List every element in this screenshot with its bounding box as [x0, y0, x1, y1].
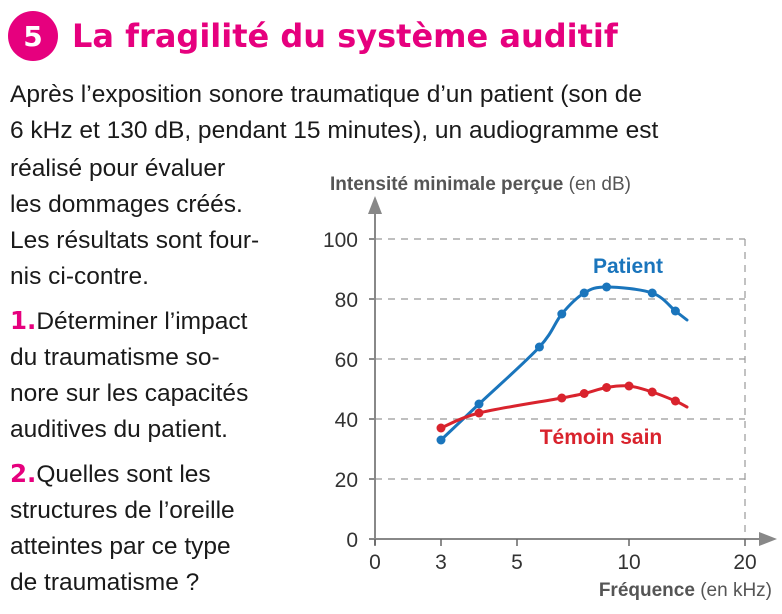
data-point: [579, 288, 589, 298]
data-point: [474, 408, 484, 418]
y-tick-label: 100: [323, 229, 358, 252]
text-line: les dommages créés.: [10, 191, 243, 218]
text-line: réalisé pour évaluer: [10, 155, 226, 182]
data-point: [436, 435, 446, 445]
question-2-number: 2.: [10, 459, 37, 488]
exercise-title: La fragilité du système auditif: [72, 17, 618, 55]
text-line: atteintes par ce type: [10, 533, 231, 560]
intro-line-2: 6 kHz et 130 dB, pendant 15 minutes), un…: [10, 117, 659, 144]
x-tick-label: 20: [733, 551, 756, 574]
text-line: du traumatisme so-: [10, 344, 220, 371]
text-line: nis ci-contre.: [10, 263, 149, 290]
data-point: [670, 396, 680, 406]
text-line: Déterminer l’impact: [36, 308, 248, 335]
intro-paragraph: Après l’exposition sonore traumatique d’…: [10, 77, 780, 149]
x-axis-arrow: [759, 532, 777, 546]
context-text: réalisé pour évaluer les dommages créés.…: [10, 151, 300, 295]
y-tick-label: 40: [335, 409, 358, 432]
data-point: [557, 393, 567, 403]
data-point: [647, 387, 657, 397]
x-tick-label: 0: [369, 551, 381, 574]
data-point: [436, 423, 446, 433]
text-line: nore sur les capacités: [10, 380, 249, 407]
data-point: [474, 399, 484, 409]
question-1: 1.Déterminer l’impact du traumatisme so-…: [10, 303, 300, 448]
y-axis-arrow: [368, 196, 382, 214]
y-tick-label: 20: [335, 469, 358, 492]
y-tick-label: 80: [335, 289, 358, 312]
question-1-number: 1.: [10, 306, 37, 335]
text-line: de traumatisme ?: [10, 569, 200, 596]
y-tick-label: 60: [335, 349, 358, 372]
x-tick-label: 10: [617, 551, 640, 574]
x-axis-label: Fréquence (en kHz): [599, 580, 772, 601]
text-line: structures de l’oreille: [10, 497, 235, 524]
y-axis-label: Intensité minimale perçue (en dB): [330, 174, 631, 195]
x-axis-unit: (en kHz): [700, 580, 772, 601]
text-column: réalisé pour évaluer les dommages créés.…: [10, 151, 300, 601]
exercise-number-badge: 5: [8, 11, 58, 61]
data-point: [534, 342, 544, 352]
data-point: [647, 288, 657, 298]
text-line: Les résultats sont four-: [10, 227, 260, 254]
data-point: [602, 282, 612, 292]
data-point: [624, 381, 634, 391]
series-label: Témoin sain: [540, 426, 663, 449]
x-tick-label: 3: [435, 551, 447, 574]
data-point: [670, 306, 680, 316]
text-line: auditives du patient.: [10, 416, 228, 443]
y-tick-label: 0: [346, 529, 358, 552]
data-point: [602, 383, 612, 392]
question-2: 2.Quelles sont les structures de l’oreil…: [10, 456, 300, 601]
y-axis-unit: (en dB): [569, 174, 631, 195]
y-axis-title: Intensité minimale perçue: [330, 174, 563, 195]
x-axis-title: Fréquence: [599, 580, 695, 601]
x-tick-label: 5: [511, 551, 523, 574]
text-line: Quelles sont les: [36, 461, 211, 488]
series-label: Patient: [593, 255, 663, 278]
data-point: [579, 389, 589, 398]
exercise-header: 5 La fragilité du système auditif: [8, 6, 618, 66]
intro-line-1: Après l’exposition sonore traumatique d’…: [10, 81, 642, 108]
data-point: [557, 309, 567, 319]
